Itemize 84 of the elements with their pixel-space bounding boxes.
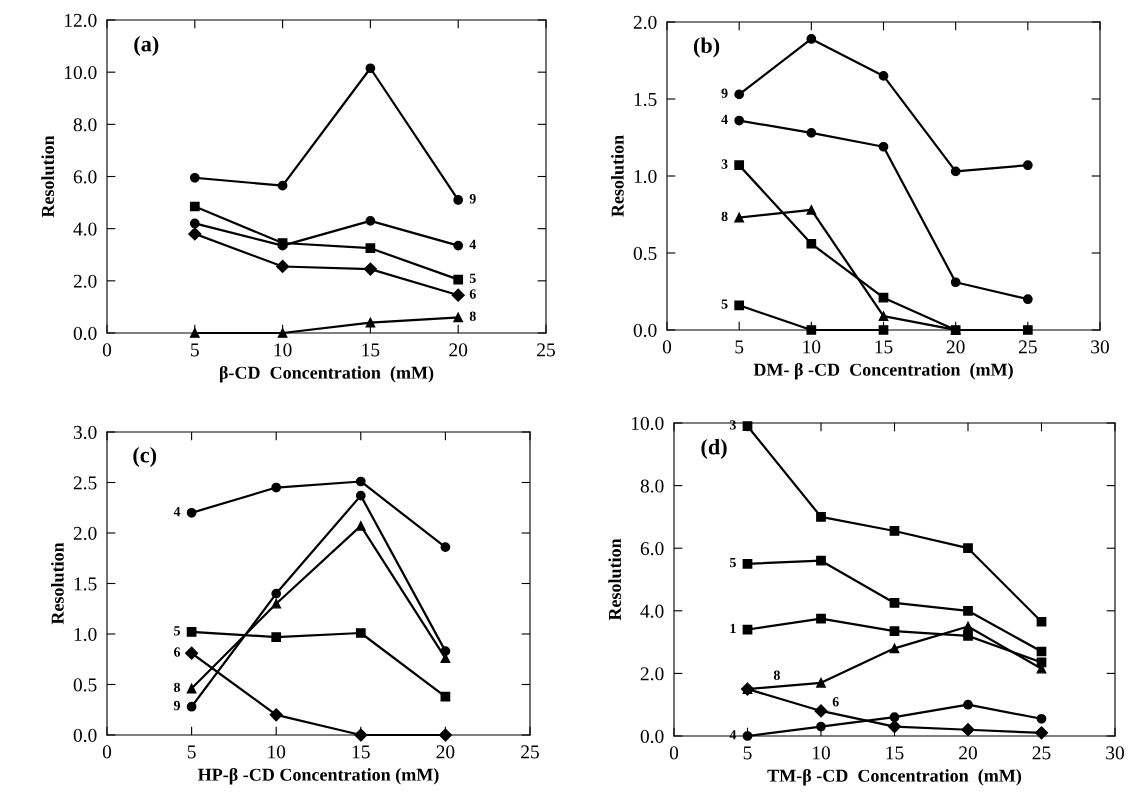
annotation: 6: [832, 697, 839, 707]
y-tick-label: 1.0: [634, 169, 657, 184]
annotation: 8: [721, 211, 728, 222]
y-tick-label: 0.0: [73, 326, 97, 341]
annotation: 5: [730, 558, 736, 568]
annotation: 3: [721, 159, 728, 169]
annotation: 9: [721, 88, 728, 98]
x-tick-label: 30: [1091, 340, 1109, 354]
annotation: 4: [721, 114, 728, 124]
x-tick-label: 20: [436, 745, 455, 759]
x-tick-label: 0: [102, 745, 112, 759]
y-tick-label: 8.0: [73, 118, 97, 132]
y-tick-label: 6.0: [73, 170, 97, 184]
annotation: 3: [729, 420, 736, 430]
y-tick-label: 0.0: [640, 729, 664, 744]
annotation: 6: [174, 647, 181, 657]
y-tick-label: 0.0: [73, 728, 97, 743]
y-tick-label: 4.0: [73, 222, 97, 236]
y-axis-title: Resolution: [41, 135, 55, 218]
annotation: 9: [469, 194, 476, 204]
x-tick-label: 25: [1032, 746, 1051, 760]
annotation: 4: [173, 507, 181, 517]
annotation: 8: [174, 682, 181, 693]
annotation: (c): [133, 446, 157, 468]
y-tick-label: 1.5: [634, 92, 657, 107]
y-tick-label: 2.0: [640, 667, 664, 681]
annotation: 8: [773, 670, 780, 680]
annotation: 9: [173, 700, 180, 711]
y-axis-title: Resolution: [608, 538, 622, 621]
y-tick-label: 8.0: [640, 479, 664, 493]
x-tick-label: 15: [886, 746, 904, 760]
y-tick-label: 2.5: [73, 476, 97, 490]
y-tick-label: 12.0: [64, 13, 97, 28]
y-tick-label: 4.0: [640, 604, 664, 618]
x-axis-title: DM- β -CD Concentration (mM): [753, 362, 1013, 380]
x-axis-title: β-CD Concentration (mM): [219, 365, 434, 383]
annotation: 8: [469, 311, 476, 321]
x-tick-label: 5: [743, 746, 752, 760]
x-tick-label: 25: [537, 343, 555, 357]
x-tick-label: 5: [735, 340, 744, 354]
y-tick-label: 1.0: [74, 627, 97, 642]
x-axis-title: HP-β -CD Concentration (mM): [197, 767, 439, 785]
y-tick-label: 2.0: [73, 526, 97, 541]
annotation: (d): [701, 438, 727, 460]
annotation: 4: [469, 239, 476, 249]
x-tick-label: 10: [812, 746, 830, 760]
y-tick-label: 1.5: [74, 577, 97, 591]
y-axis-title: Resolution: [611, 135, 624, 217]
y-tick-label: 0.5: [73, 678, 97, 692]
x-tick-label: 20: [449, 343, 468, 357]
y-tick-label: 6.0: [640, 542, 664, 556]
y-tick-label: 0.5: [633, 246, 657, 261]
x-tick-label: 10: [803, 340, 821, 354]
x-axis-title: TM-β -CD Concentration (mM): [767, 768, 1022, 786]
x-tick-label: 25: [521, 745, 539, 759]
y-axis-title: Resolution: [51, 542, 64, 625]
y-tick-label: 3.0: [73, 425, 97, 440]
x-tick-label: 15: [352, 745, 370, 759]
x-tick-label: 20: [946, 340, 965, 354]
annotation: 6: [469, 289, 476, 299]
x-tick-label: 25: [1018, 340, 1037, 354]
x-tick-label: 15: [362, 343, 380, 357]
annotation: 5: [469, 273, 476, 284]
x-tick-label: 15: [875, 340, 893, 354]
annotation: 4: [729, 730, 737, 740]
annotation: (b): [693, 37, 720, 58]
annotation: 5: [721, 299, 728, 309]
x-tick-label: 30: [1106, 746, 1124, 760]
x-tick-label: 0: [662, 340, 672, 354]
y-tick-label: 10.0: [631, 416, 664, 431]
x-tick-label: 10: [274, 343, 292, 357]
y-tick-label: 10.0: [64, 65, 97, 80]
x-tick-label: 0: [102, 343, 112, 357]
annotation: 1: [730, 623, 736, 633]
x-tick-label: 10: [268, 745, 286, 759]
x-tick-label: 5: [191, 343, 199, 357]
annotation: (a): [134, 35, 159, 57]
y-tick-label: 2.0: [633, 15, 657, 30]
x-tick-label: 0: [669, 746, 679, 760]
y-tick-label: 2.0: [73, 274, 97, 288]
x-tick-label: 5: [187, 745, 196, 759]
annotation: 5: [174, 626, 180, 636]
y-tick-label: 0.0: [633, 323, 657, 338]
x-tick-label: 20: [959, 746, 977, 760]
